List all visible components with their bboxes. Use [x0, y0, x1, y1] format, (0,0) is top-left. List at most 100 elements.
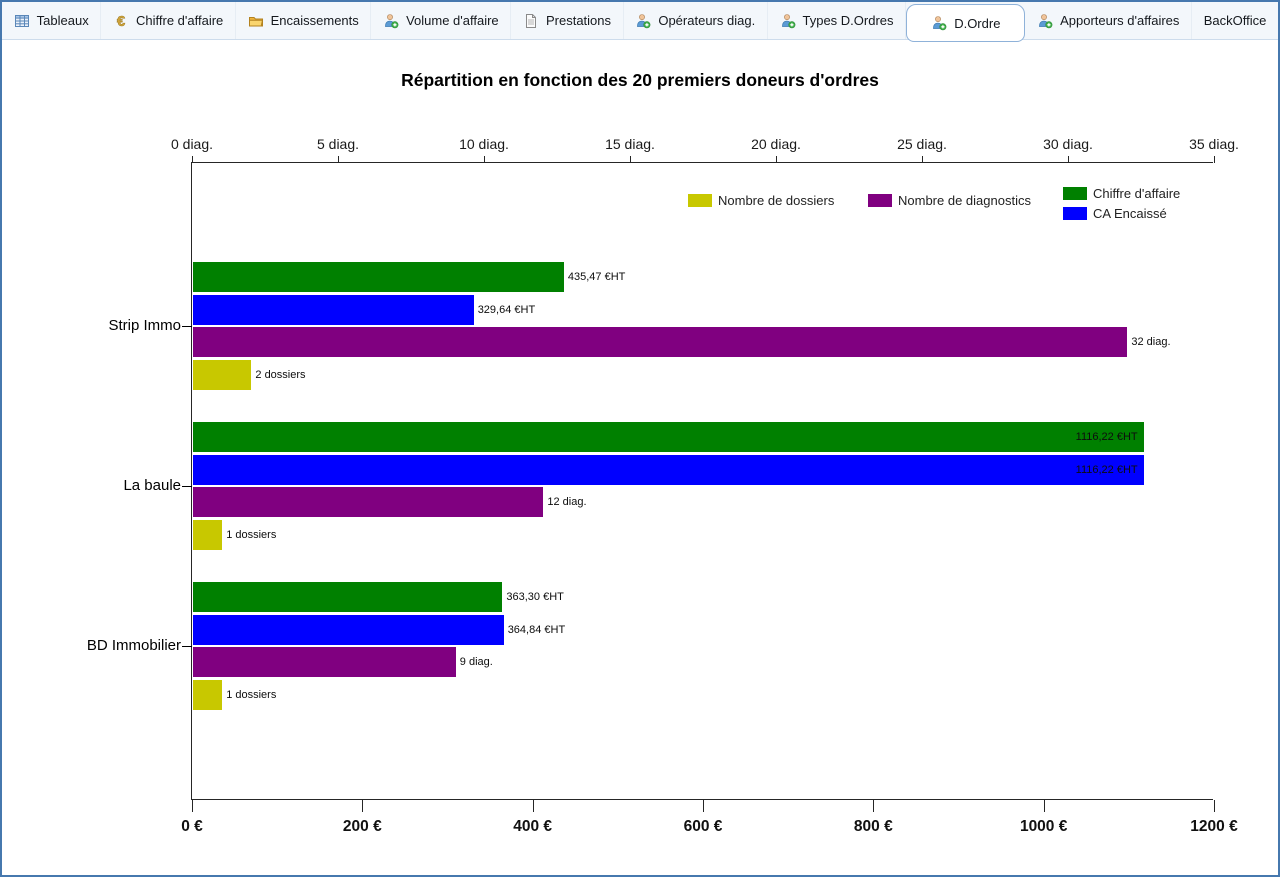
bar-value-label: 12 diag.: [547, 496, 587, 509]
bottom-axis-tick: [192, 800, 193, 812]
top-axis-tick-label: 25 diag.: [897, 136, 947, 152]
bar-value-label: 1 dossiers: [226, 689, 277, 702]
tab-label: Chiffre d'affaire: [136, 13, 224, 28]
bar-value-label: 1 dossiers: [226, 529, 277, 542]
bar-value-label: 363,30 €HT: [506, 591, 564, 603]
top-axis-tick-label: 10 diag.: [459, 136, 509, 152]
legend-label: CA Encaissé: [1093, 206, 1167, 221]
bottom-axis-tick: [362, 800, 364, 812]
bar: [193, 680, 223, 711]
legend-item: Chiffre d'affaire: [1063, 186, 1180, 201]
bottom-axis-tick: [703, 800, 704, 812]
bar-value-label: 32 diag.: [1131, 336, 1171, 349]
category-label: La baule: [123, 477, 181, 494]
tab-backoffice[interactable]: BackOffice: [1192, 2, 1278, 39]
bottom-axis-tick-label: 600 €: [683, 818, 723, 835]
table-icon: [14, 13, 30, 29]
bottom-axis-tick: [1214, 800, 1215, 812]
bar: [193, 582, 503, 612]
folder-icon: [248, 13, 264, 29]
svg-text:€: €: [117, 13, 126, 29]
bar: [193, 327, 1128, 358]
tab-volume-daffaire[interactable]: Volume d'affaire: [371, 2, 512, 39]
bar: [193, 487, 544, 518]
legend-item: Nombre de dossiers: [688, 193, 834, 208]
top-axis-tick-label: 30 diag.: [1043, 136, 1093, 152]
bottom-axis-tick-label: 200 €: [342, 818, 382, 835]
tab-dordre[interactable]: D.Ordre: [906, 4, 1026, 42]
tab-label: Tableaux: [36, 13, 89, 28]
bar-value-label: 1116,22 €HT: [1075, 463, 1138, 476]
tab-label: BackOffice: [1203, 13, 1267, 28]
tab-label: Prestations: [545, 13, 612, 28]
bar: [193, 360, 252, 391]
bar-value-label: 2 dossiers: [255, 369, 306, 382]
legend-swatch: [868, 194, 892, 207]
legend-label: Nombre de dossiers: [718, 193, 835, 208]
bar-value-label: 1116,22 €HT: [1075, 431, 1138, 443]
document-icon: [523, 13, 539, 29]
tab-bar: Tableaux € Chiffre d'affaire Encaissements V…: [2, 2, 1278, 42]
tab-label: Volume d'affaire: [406, 13, 499, 28]
chart-title: Répartition en fonction des 20 premiers …: [401, 70, 879, 90]
top-axis-tick: [484, 156, 485, 163]
top-axis-tick: [776, 156, 777, 163]
bottom-axis-tick-label: 1200 €: [1190, 818, 1238, 835]
bottom-axis-tick-label: 400 €: [513, 818, 553, 835]
person-add-icon: [635, 13, 651, 29]
top-axis-tick: [630, 156, 631, 163]
legend-label: Chiffre d'affaire: [1093, 186, 1181, 201]
bar-value-label: 364,84 €HT: [507, 623, 566, 636]
bar-value-label: 329,64 €HT: [477, 303, 536, 316]
person-add-icon: [383, 13, 399, 29]
tab-label: Opérateurs diag.: [658, 13, 756, 28]
category-tick: [182, 326, 192, 327]
bar: [193, 262, 564, 292]
bottom-axis-tick: [532, 800, 534, 812]
bar: [193, 520, 223, 551]
euro-icon: €: [113, 13, 129, 29]
tab-label: D.Ordre: [954, 15, 1001, 31]
top-axis-tick: [922, 156, 923, 163]
tab-chiffre-daffaire[interactable]: € Chiffre d'affaire: [101, 2, 236, 39]
legend-swatch: [1063, 207, 1087, 220]
legend-label: Nombre de diagnostics: [898, 193, 1031, 208]
top-axis-tick: [192, 156, 193, 163]
bottom-axis-tick-label: 1000 €: [1019, 818, 1068, 835]
top-axis-tick: [1214, 156, 1215, 163]
tab-label: Encaissements: [270, 13, 359, 28]
bar: [193, 454, 1144, 485]
tab-operateurs-diag[interactable]: Opérateurs diag.: [624, 2, 768, 39]
bar: [193, 614, 504, 645]
bar: [193, 422, 1144, 452]
bar: [193, 647, 456, 678]
top-axis-tick: [1068, 156, 1069, 163]
category-label: Strip Immo: [108, 317, 181, 334]
category-tick: [182, 646, 192, 647]
legend-item: CA Encaissé: [1063, 206, 1167, 221]
category-tick: [182, 486, 192, 487]
legend-item: Nombre de diagnostics: [868, 193, 1031, 208]
tab-label: Types D.Ordres: [802, 13, 894, 28]
tab-encaissements[interactable]: Encaissements: [236, 2, 372, 39]
tab-tableaux[interactable]: Tableaux: [2, 2, 102, 39]
category-label: BD Immobilier: [86, 637, 181, 654]
person-add-icon: [780, 13, 796, 29]
tab-apporteurs-daffaires[interactable]: Apporteurs d'affaires: [1025, 2, 1193, 39]
legend-swatch: [688, 194, 712, 207]
tab-prestations[interactable]: Prestations: [511, 2, 624, 39]
top-axis-tick-label: 35 diag.: [1189, 136, 1239, 152]
person-add-icon: [1037, 13, 1053, 29]
tab-label: Apporteurs d'affaires: [1060, 13, 1180, 28]
top-axis-tick-label: 5 diag.: [316, 136, 360, 152]
bottom-axis-tick: [1043, 800, 1045, 812]
bottom-axis-tick-label: 800 €: [853, 818, 893, 835]
person-add-icon: [931, 15, 947, 31]
bottom-axis-tick-label: 0 €: [181, 818, 203, 835]
top-axis-tick-label: 20 diag.: [751, 136, 801, 152]
bar-value-label: 9 diag.: [459, 656, 493, 669]
top-axis-tick: [338, 156, 339, 163]
legend-swatch: [1063, 187, 1087, 200]
tab-types-dordres[interactable]: Types D.Ordres: [768, 2, 907, 39]
